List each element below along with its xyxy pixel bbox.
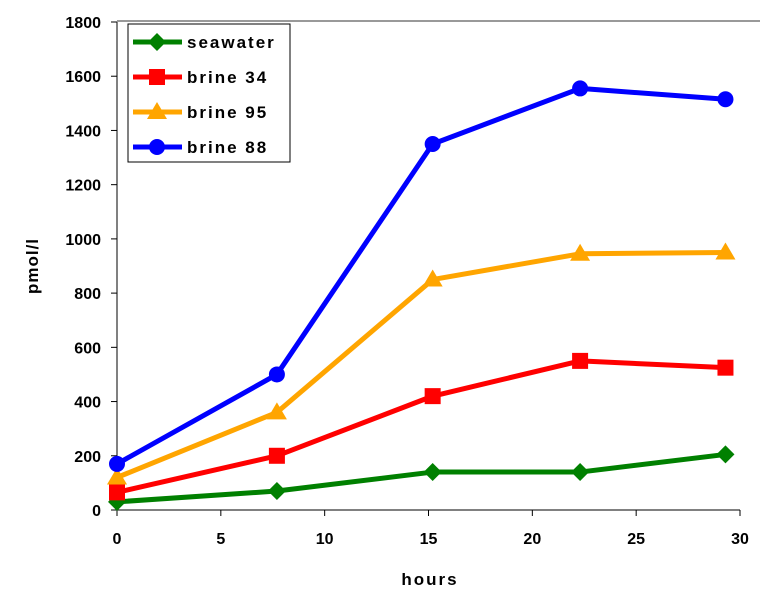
data-point-seawater: [571, 463, 590, 482]
legend-marker: [149, 139, 165, 155]
data-point-brine-95: [570, 243, 591, 261]
series-brine-95: [107, 242, 736, 485]
legend-label: brine 95: [187, 103, 268, 122]
legend-label: brine 34: [187, 68, 268, 87]
series-brine-88: [109, 80, 734, 472]
y-tick-label: 200: [74, 449, 101, 466]
data-point-brine-34: [268, 447, 285, 464]
data-point-brine-88: [717, 91, 734, 108]
legend-label: brine 88: [187, 138, 268, 157]
data-point-brine-88: [572, 80, 589, 97]
legend: seawater brine 34 brine 95 brine 88: [127, 23, 291, 163]
data-point-seawater: [267, 482, 286, 501]
y-axis-label: pmol/l: [23, 238, 42, 294]
data-point-brine-95: [107, 467, 127, 485]
x-tick-label: 25: [627, 531, 645, 548]
data-point-brine-88: [109, 455, 125, 472]
series-seawater: [108, 445, 735, 511]
axes: 0 200 400 600 800 1000 1200 1400 1600 1800 0 5 10 15 2…: [65, 15, 760, 548]
y-tick-label: 1600: [65, 69, 101, 86]
y-tick-label: 800: [74, 286, 101, 303]
data-point-brine-34: [572, 352, 589, 369]
legend-marker: [149, 69, 165, 85]
x-axis-label: hours: [401, 570, 458, 589]
x-tick-label: 10: [316, 531, 334, 548]
legend-label: seawater: [187, 33, 276, 52]
y-tick-label: 400: [74, 395, 101, 412]
data-point-brine-88: [268, 366, 285, 383]
data-point-seawater: [423, 463, 442, 482]
data-point-brine-34: [424, 388, 441, 405]
data-point-brine-95: [266, 402, 287, 420]
data-point-brine-95: [715, 242, 736, 260]
y-tick-label: 1400: [65, 123, 101, 140]
series-brine-34: [109, 352, 734, 501]
series-group: [107, 80, 736, 511]
x-tick-label: 5: [216, 531, 225, 548]
data-point-brine-88: [424, 136, 441, 152]
x-tick-label: 0: [113, 531, 122, 548]
data-point-seawater: [716, 445, 735, 464]
y-tick-label: 1200: [65, 178, 101, 195]
data-point-brine-34: [717, 359, 734, 376]
y-tick-label: 600: [74, 340, 101, 357]
x-tick-label: 30: [731, 531, 749, 548]
y-tick-label: 0: [92, 503, 101, 520]
x-tick-label: 15: [420, 531, 438, 548]
x-tick-label: 20: [523, 531, 541, 548]
legend-marker: [147, 102, 167, 119]
series-line-seawater: [116, 451, 726, 505]
y-tick-label: 1000: [65, 232, 101, 249]
y-tick-label: 1800: [65, 15, 101, 32]
data-point-brine-34: [109, 484, 125, 501]
data-point-brine-95: [422, 269, 443, 287]
legend-marker: [148, 33, 166, 51]
